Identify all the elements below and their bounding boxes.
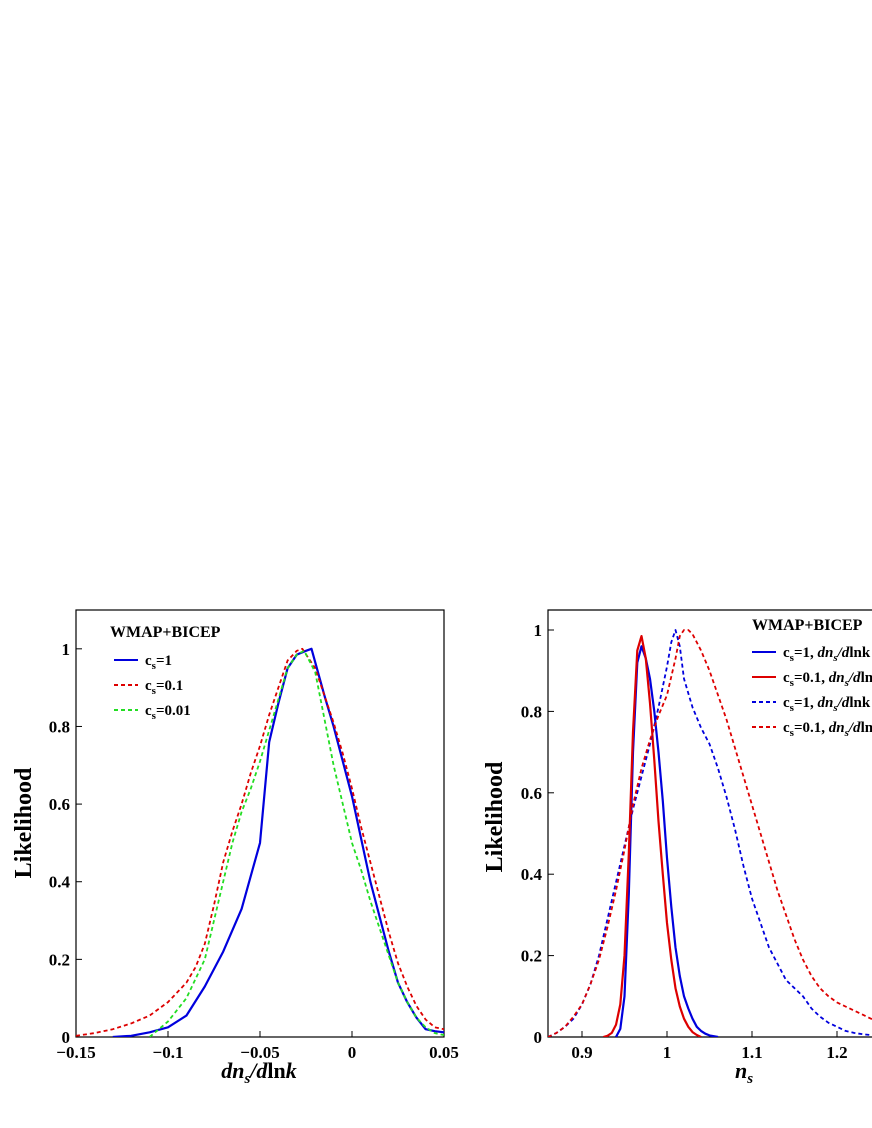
left-series-group bbox=[76, 647, 444, 1037]
left-legend-label-cs001: cs=0.01 bbox=[145, 703, 191, 722]
x-tick-label: 0.9 bbox=[571, 1043, 592, 1062]
y-tick-label: 1 bbox=[534, 621, 543, 640]
right-legend-label-3: cs=1, dns/dlnk bbox=[783, 695, 871, 714]
y-tick-label: 0.2 bbox=[521, 947, 542, 966]
y-tick-label: 0.8 bbox=[49, 717, 70, 736]
x-tick-label: 1.1 bbox=[741, 1043, 762, 1062]
right-y-axis-label: Likelihood bbox=[482, 761, 508, 872]
x-tick-label: 0.05 bbox=[429, 1043, 459, 1062]
right-series-group bbox=[548, 629, 872, 1037]
y-tick-label: 0.4 bbox=[521, 865, 543, 884]
y-tick-label: 0.6 bbox=[521, 784, 542, 803]
y-tick-label: 0 bbox=[534, 1028, 543, 1047]
y-tick-label: 0.6 bbox=[49, 795, 70, 814]
series-line-left-3 bbox=[149, 649, 444, 1037]
series-line-left-2 bbox=[76, 647, 444, 1037]
right-x-axis-label: ns bbox=[735, 1058, 753, 1087]
left-legend-label-cs1: cs=1 bbox=[145, 653, 172, 672]
left-legend: WMAP+BICEP cs=1 cs=0.1 cs=0.01 bbox=[110, 624, 221, 722]
left-y-axis-label: Likelihood bbox=[11, 767, 37, 878]
left-x-axis-label: dns/dlnk bbox=[221, 1058, 297, 1087]
right-legend-label-4: cs=0.1, dns/dlnk bbox=[783, 720, 872, 739]
left-legend-label-cs01: cs=0.1 bbox=[145, 678, 183, 697]
y-tick-label: 1 bbox=[62, 640, 71, 659]
x-tick-label: −0.15 bbox=[56, 1043, 95, 1062]
right-legend-title: WMAP+BICEP bbox=[752, 617, 863, 634]
left-panel: −0.15 −0.1 −0.05 0 0.05 0 0.2 0.4 0.6 0.8 1 Likeli… bbox=[11, 609, 459, 1087]
right-axis-ticks: 0.9 1 1.1 1.2 0 0.2 0.4 0.6 0.8 1 bbox=[521, 621, 848, 1062]
y-tick-label: 0.8 bbox=[521, 702, 542, 721]
x-tick-label: −0.1 bbox=[153, 1043, 184, 1062]
left-legend-title: WMAP+BICEP bbox=[110, 624, 221, 641]
left-axis-ticks: −0.15 −0.1 −0.05 0 0.05 0 0.2 0.4 0.6 0.8 1 bbox=[49, 640, 459, 1062]
series-line-right-4 bbox=[548, 629, 872, 1037]
right-legend: WMAP+BICEP cs=1, dns/dlnk cs=0.1, dns/dl… bbox=[752, 617, 872, 739]
x-tick-label: 0 bbox=[348, 1043, 357, 1062]
y-tick-label: 0.4 bbox=[49, 873, 71, 892]
x-tick-label: 1.2 bbox=[826, 1043, 847, 1062]
y-tick-label: 0.2 bbox=[49, 950, 70, 969]
series-line-right-3 bbox=[548, 629, 872, 1037]
right-panel: 0.9 1 1.1 1.2 0 0.2 0.4 0.6 0.8 1 Likelihood ns W… bbox=[482, 609, 872, 1087]
y-tick-label: 0 bbox=[62, 1028, 71, 1047]
left-plot-frame bbox=[75, 609, 445, 1038]
x-tick-label: −0.05 bbox=[240, 1043, 279, 1062]
right-plot-frame bbox=[547, 609, 872, 1038]
series-line-right-1 bbox=[615, 645, 719, 1037]
right-legend-label-1: cs=1, dns/dlnk bbox=[783, 645, 871, 664]
right-legend-label-2: cs=0.1, dns/dlnk bbox=[783, 670, 872, 689]
x-tick-label: 1 bbox=[663, 1043, 672, 1062]
